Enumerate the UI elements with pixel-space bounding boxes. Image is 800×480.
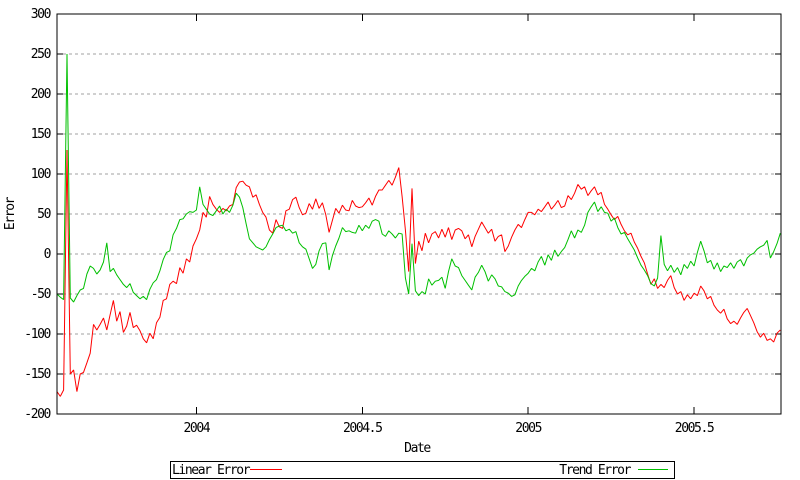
legend: Linear Error Trend Error [170, 461, 675, 479]
y-axis-label: Error [3, 196, 18, 230]
y-tick-label: -50 [31, 287, 51, 302]
y-tick-label: -100 [24, 327, 50, 342]
x-axis-label: Date [404, 441, 431, 456]
tick-label-layer: 300 250 200 150 100 50 0 -50 -100 -150 -200 2004 200… [24, 7, 715, 436]
x-tick-label: 2005.5 [675, 421, 714, 436]
x-tick-label: 2005 [515, 421, 541, 436]
y-tick-label: -150 [24, 367, 50, 382]
legend-label-linear: Linear Error [172, 463, 251, 478]
series-layer [56, 53, 781, 397]
plot-border [56, 13, 782, 415]
y-tick-label: 200 [31, 87, 51, 102]
y-tick-label: 150 [31, 127, 51, 142]
y-tick-label: 300 [31, 7, 51, 22]
y-tick-label: 50 [37, 207, 50, 222]
series-line-linear [56, 149, 781, 397]
legend-box [170, 461, 675, 479]
grid-layer [57, 53, 781, 375]
legend-label-trend: Trend Error [559, 463, 631, 478]
y-tick-label: -200 [24, 407, 50, 422]
y-tick-label: 250 [31, 47, 51, 62]
y-tick-label: 100 [31, 167, 51, 182]
series-line-trend [56, 53, 781, 303]
y-tick-label: 0 [44, 247, 51, 262]
tick-layer [57, 13, 781, 415]
x-tick-label: 2004.5 [343, 421, 382, 436]
x-tick-label: 2004 [183, 421, 210, 436]
